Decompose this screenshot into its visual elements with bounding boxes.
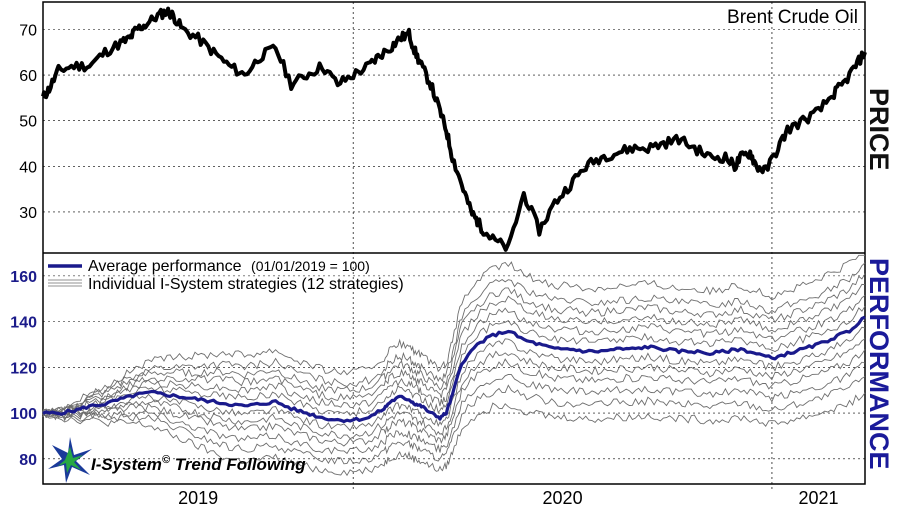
star-burst-icon xyxy=(48,437,92,483)
legend-strategy-swatch xyxy=(48,279,82,287)
price-axis-ticks: 30 40 50 60 70 xyxy=(19,22,37,222)
legend: Average performance (01/01/2019 = 100) I… xyxy=(48,258,404,293)
performance-tick-label: 140 xyxy=(10,315,37,332)
strategy-line xyxy=(42,338,866,440)
brand-suffix: Trend Following xyxy=(170,455,306,474)
strategy-line xyxy=(42,305,866,417)
price-gridlines xyxy=(43,29,865,213)
performance-tick-label: 80 xyxy=(19,452,37,469)
price-tick-label: 70 xyxy=(19,22,37,39)
price-tick-label: 50 xyxy=(19,114,37,131)
price-tick-label: 60 xyxy=(19,68,37,85)
legend-strategy-label: Individual I-System strategies (12 strat… xyxy=(88,276,404,293)
strategy-line xyxy=(42,326,866,432)
average-series xyxy=(42,315,866,424)
average-performance-line xyxy=(42,315,866,424)
year-label: 2021 xyxy=(798,488,838,508)
strategy-line xyxy=(42,361,866,455)
legend-average-text: Average performance xyxy=(88,258,242,275)
price-tick-label: 30 xyxy=(19,205,37,222)
strategy-line xyxy=(42,376,866,465)
strategy-line xyxy=(42,349,866,447)
year-label: 2020 xyxy=(543,488,583,508)
strategy-line xyxy=(42,254,865,416)
legend-average-label: Average performance (01/01/2019 = 100) xyxy=(88,258,370,275)
year-separator-lines xyxy=(352,2,773,492)
chart-title: Brent Crude Oil xyxy=(727,7,858,28)
brand-name-text: I-System xyxy=(91,455,162,474)
strategy-line xyxy=(42,392,866,477)
performance-tick-label: 100 xyxy=(10,406,37,423)
brand-copyright: © xyxy=(162,454,171,466)
strategy-series-group xyxy=(42,254,866,477)
strategy-line xyxy=(42,262,866,414)
strategy-line xyxy=(42,295,866,417)
price-series xyxy=(41,6,867,252)
year-label: 2019 xyxy=(178,488,218,508)
strategy-line xyxy=(42,273,866,416)
strategy-line xyxy=(42,283,866,417)
brand-name: I-System© Trend Following xyxy=(91,454,306,474)
price-tick-label: 40 xyxy=(19,159,37,176)
performance-axis-ticks: 80 100 120 140 160 xyxy=(10,269,37,469)
price-side-label: PRICE xyxy=(864,88,894,171)
x-axis-year-labels: 2019 2020 2021 xyxy=(178,488,838,508)
branding: I-System© Trend Following xyxy=(48,437,306,483)
performance-side-label: PERFORMANCE xyxy=(864,258,894,470)
price-line xyxy=(41,6,867,252)
performance-tick-label: 120 xyxy=(10,360,37,377)
legend-average-note: (01/01/2019 = 100) xyxy=(251,258,370,274)
performance-tick-label: 160 xyxy=(10,269,37,286)
